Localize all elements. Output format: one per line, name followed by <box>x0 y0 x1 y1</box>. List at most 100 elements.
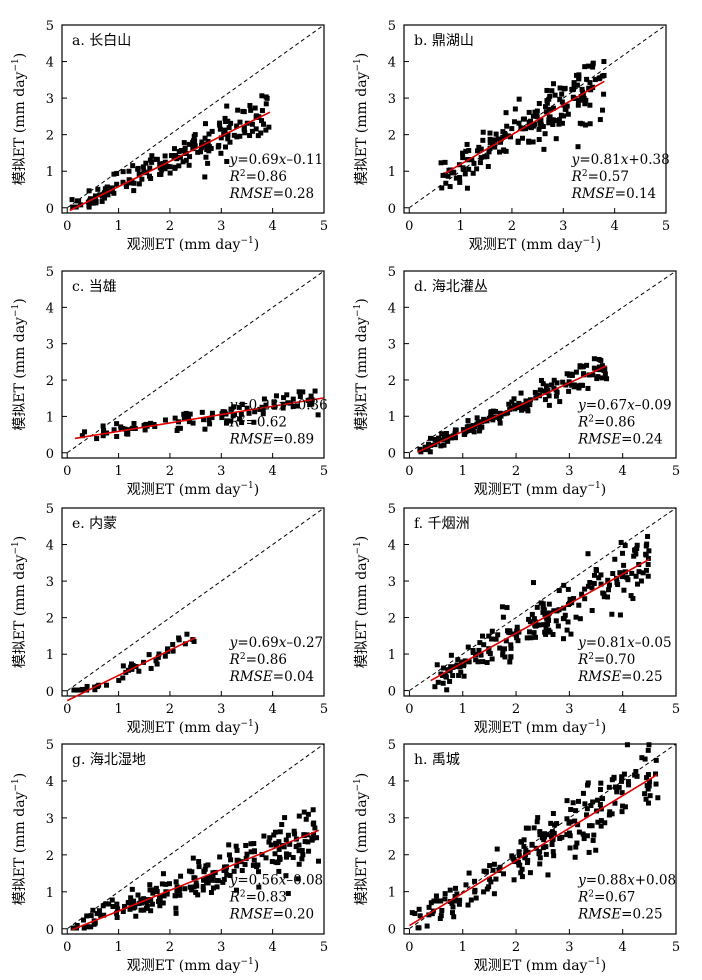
data-point <box>218 135 224 141</box>
data-point <box>110 904 116 910</box>
regression-equation: y=0.81x–0.05 <box>577 635 671 651</box>
data-point <box>568 807 574 813</box>
data-point <box>497 420 503 426</box>
regression-equation: y=0.69x–0.27 <box>229 635 323 651</box>
data-point <box>541 146 547 152</box>
data-point <box>612 556 618 562</box>
chart-panel-c: 00 1 1 2 2 3 3 4 4 5 5 c. 当雄 y=0.23x+0.36R2=0.62RMSE… <box>11 265 328 498</box>
data-point <box>127 906 133 912</box>
y-axis-title: 模拟ET (mm day−1) <box>11 536 28 668</box>
data-point <box>586 849 592 855</box>
data-point <box>554 380 560 386</box>
data-point <box>582 586 588 592</box>
data-point <box>479 419 485 425</box>
data-point <box>466 870 472 876</box>
data-point <box>104 682 110 688</box>
data-point <box>633 573 639 579</box>
data-point <box>271 400 277 406</box>
data-point <box>514 635 520 641</box>
data-point <box>438 898 444 904</box>
data-point <box>625 577 631 583</box>
data-point <box>305 839 311 845</box>
data-point <box>569 382 575 388</box>
rmse: RMSE=0.04 <box>229 669 314 685</box>
y-tick-label: 0 <box>388 202 396 217</box>
data-point <box>206 131 212 137</box>
data-point <box>296 848 302 854</box>
data-point <box>609 811 615 817</box>
data-point <box>518 125 524 131</box>
data-point <box>176 635 182 641</box>
data-point <box>542 397 548 403</box>
x-tick-label: 2 <box>166 940 174 955</box>
data-point <box>570 800 576 806</box>
data-point <box>528 125 534 131</box>
data-point <box>646 742 652 748</box>
data-point <box>126 168 132 174</box>
data-point <box>201 869 207 875</box>
data-point <box>543 851 549 857</box>
data-point <box>205 862 211 868</box>
data-point <box>257 406 263 412</box>
data-point <box>529 841 535 847</box>
x-tick-label: 3 <box>565 464 573 479</box>
data-point <box>497 864 503 870</box>
data-point <box>120 169 126 175</box>
data-point <box>474 166 480 172</box>
data-point <box>544 87 550 93</box>
data-point <box>432 684 438 690</box>
data-point <box>147 165 153 171</box>
data-point <box>645 747 651 753</box>
data-point <box>633 768 639 774</box>
data-point <box>537 861 543 867</box>
y-tick-label: 4 <box>46 56 54 71</box>
data-point <box>478 155 484 161</box>
data-point <box>452 898 458 904</box>
data-point <box>96 908 102 914</box>
data-point <box>171 155 177 161</box>
data-point <box>458 669 464 675</box>
data-point <box>141 896 147 902</box>
data-point <box>272 404 278 410</box>
x-tick-label: 4 <box>619 702 627 717</box>
data-point <box>209 415 215 421</box>
data-point <box>501 871 507 877</box>
x-tick-label: 0 <box>63 940 71 955</box>
regression-equation: y=0.23x+0.36 <box>229 397 328 413</box>
data-point <box>534 819 540 825</box>
data-point <box>206 145 212 151</box>
data-point <box>481 889 487 895</box>
data-point <box>487 146 493 152</box>
data-point <box>417 913 423 919</box>
data-point <box>170 648 176 654</box>
data-point <box>474 148 480 154</box>
data-point <box>290 855 296 861</box>
x-tick-label: 0 <box>405 464 413 479</box>
data-point <box>464 424 470 430</box>
data-point <box>546 402 552 408</box>
data-point <box>546 617 552 623</box>
data-point <box>205 160 211 166</box>
data-point <box>575 822 581 828</box>
data-point <box>527 402 533 408</box>
data-point <box>206 148 212 154</box>
data-point <box>146 652 152 658</box>
x-tick-label: 1 <box>459 464 467 479</box>
data-point <box>534 108 540 114</box>
data-point <box>598 572 604 578</box>
data-point <box>549 382 555 388</box>
data-point <box>481 154 487 160</box>
data-point <box>251 857 257 863</box>
y-tick-label: 0 <box>388 447 396 462</box>
data-point <box>591 365 597 371</box>
data-point <box>131 420 137 426</box>
data-point <box>537 855 543 861</box>
y-tick-label: 1 <box>388 648 396 663</box>
y-tick-label: 3 <box>46 812 54 827</box>
data-point <box>224 103 230 109</box>
data-point <box>551 853 557 859</box>
data-point <box>438 160 444 166</box>
data-point <box>81 925 87 931</box>
data-point <box>141 422 147 428</box>
data-point <box>645 573 651 579</box>
